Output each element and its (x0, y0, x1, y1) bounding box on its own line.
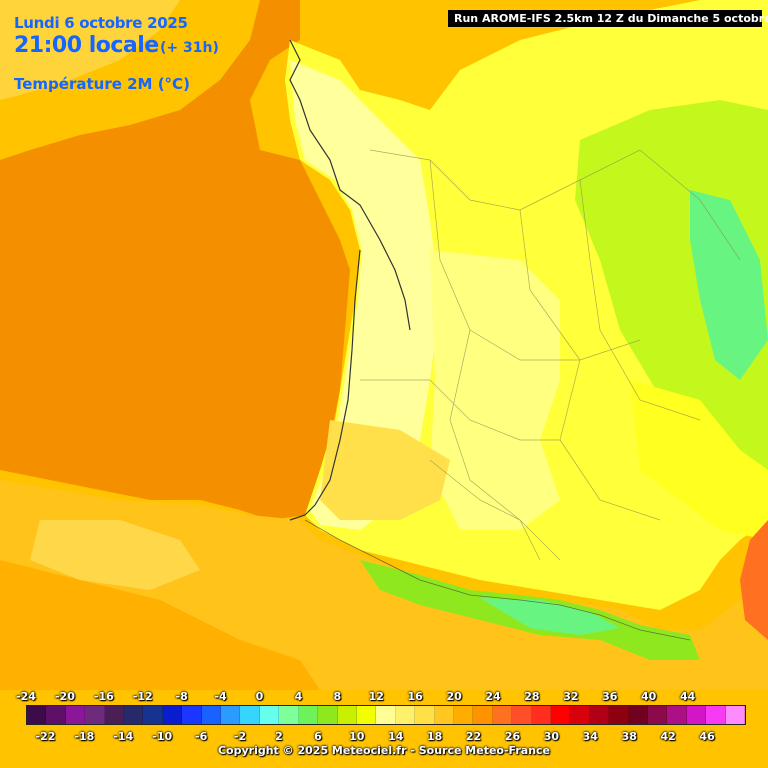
legend-tick: 46 (699, 730, 715, 743)
legend-tick: -16 (93, 690, 114, 703)
legend-swatch (395, 706, 416, 724)
legend-tick: -6 (195, 730, 208, 743)
legend-swatch (182, 706, 202, 724)
legend-swatch (686, 706, 707, 724)
legend-top-ticks: -24 -20 -16 -12 -8 -4 0 4 8 12 16 20 24 28 32 36 40 44 (0, 690, 768, 704)
legend-tick: -10 (152, 730, 173, 743)
legend-swatch (356, 706, 377, 724)
legend-swatch (628, 706, 648, 724)
variable-label: Température 2M (°C) (14, 75, 190, 93)
legend-swatch (648, 706, 668, 724)
legend-tick: 8 (333, 690, 342, 703)
mediterranean (740, 520, 768, 640)
legend-swatch (240, 706, 260, 724)
legend-tick: -14 (113, 730, 134, 743)
copyright-text: Copyright © 2025 Meteociel.fr - Source M… (217, 744, 551, 757)
legend-swatch (65, 706, 86, 724)
legend-tick: -20 (54, 690, 75, 703)
legend-swatch (589, 706, 610, 724)
legend-swatch (415, 706, 435, 724)
legend-tick: 18 (426, 730, 443, 743)
france-spain-border (304, 519, 691, 641)
color-scale (26, 705, 746, 725)
legend-tick: -18 (74, 730, 95, 743)
legend-swatch (337, 706, 357, 724)
spain-patches (30, 520, 200, 590)
legend-tick: 12 (368, 690, 384, 703)
department-borders (360, 149, 741, 561)
legend-tick: -2 (233, 730, 247, 743)
landes-warm (320, 420, 450, 520)
legend-tick: 42 (660, 730, 676, 743)
legend-swatch (143, 706, 163, 724)
legend-swatch (609, 706, 629, 724)
coastline (289, 39, 411, 521)
legend-tick: 36 (602, 690, 618, 703)
legend-tick: 44 (679, 690, 696, 703)
legend-bottom-ticks: -22 -18 -14 -10 -6 -2 2 6 10 14 18 22 26 30 34 38 42 46 (0, 730, 768, 744)
legend-swatch (259, 706, 280, 724)
legend-tick: -8 (175, 690, 188, 703)
legend-swatch (201, 706, 222, 724)
legend-tick: 30 (543, 730, 560, 743)
legend-tick: 20 (446, 690, 462, 703)
legend-swatch (453, 706, 474, 724)
legend-swatch (550, 706, 571, 724)
legend-swatch (104, 706, 125, 724)
legend-tick: 38 (621, 730, 637, 743)
legend-swatch (298, 706, 319, 724)
legend-swatch (318, 706, 338, 724)
model-run-label: Run AROME-IFS 2.5km 12 Z du Dimanche 5 o… (448, 10, 768, 27)
legend-swatch (492, 706, 513, 724)
pyrenees-cool (480, 598, 620, 635)
legend-swatch (512, 706, 532, 724)
legend-tick: 0 (255, 690, 264, 703)
legend-swatch (46, 706, 66, 724)
legend-tick: 26 (504, 730, 521, 743)
east-yellow (630, 380, 768, 540)
legend-tick: -12 (132, 690, 153, 703)
legend-tick: -4 (214, 690, 227, 703)
legend-tick: -24 (16, 690, 36, 703)
legend-tick: 24 (485, 690, 501, 703)
legend-tick: 28 (524, 690, 540, 703)
legend-tick: 6 (314, 730, 322, 743)
forecast-lead: (+ 31h) (160, 40, 219, 56)
legend-swatch (473, 706, 493, 724)
northern-sea-band-2 (0, 0, 180, 100)
legend-swatch (376, 706, 396, 724)
forecast-date: Lundi 6 octobre 2025 (14, 14, 188, 32)
inland-pale (430, 250, 560, 530)
legend-swatch (85, 706, 105, 724)
legend-swatch (531, 706, 551, 724)
legend-swatch (725, 706, 746, 724)
legend-tick: 2 (275, 730, 283, 743)
legend-swatch (279, 706, 299, 724)
forecast-time: 21:00 locale (14, 33, 159, 58)
legend-swatch (570, 706, 590, 724)
massif-central-cool (690, 190, 768, 380)
legend-swatch (706, 706, 726, 724)
legend-swatch (434, 706, 454, 724)
spain-inner-warm (0, 560, 320, 690)
legend-tick: -22 (35, 730, 56, 743)
legend-tick: 14 (388, 730, 404, 743)
legend-tick: 40 (641, 690, 657, 703)
legend-swatch (162, 706, 183, 724)
legend-tick: 32 (563, 690, 579, 703)
massif-central-green (575, 100, 768, 470)
legend-swatch (124, 706, 144, 724)
legend-swatch (27, 706, 47, 724)
legend-swatch (221, 706, 241, 724)
legend-tick: 34 (582, 730, 598, 743)
legend-tick: 10 (349, 730, 365, 743)
legend-swatch (667, 706, 687, 724)
coastal-pale-band (290, 60, 440, 530)
legend-tick: 22 (465, 730, 482, 743)
legend-tick: 16 (407, 690, 423, 703)
legend-tick: 4 (294, 690, 303, 703)
